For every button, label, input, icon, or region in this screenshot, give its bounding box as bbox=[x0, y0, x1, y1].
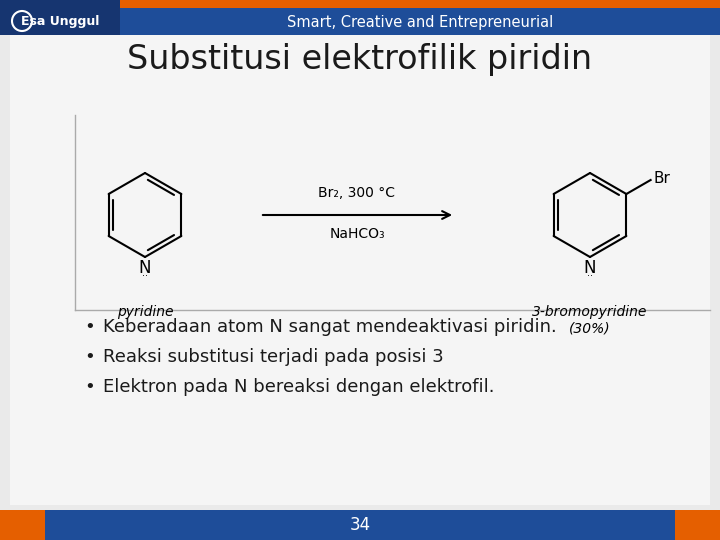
Text: Reaksi substitusi terjadi pada posisi 3: Reaksi substitusi terjadi pada posisi 3 bbox=[103, 348, 444, 366]
Text: Esa Unggul: Esa Unggul bbox=[21, 16, 99, 29]
Text: Smart, Creative and Entrepreneurial: Smart, Creative and Entrepreneurial bbox=[287, 15, 553, 30]
Text: •: • bbox=[85, 318, 95, 336]
Bar bbox=[0, 0, 720, 35]
Text: NaHCO₃: NaHCO₃ bbox=[329, 227, 384, 241]
Text: Substitusi elektrofilik piridin: Substitusi elektrofilik piridin bbox=[127, 44, 593, 77]
Bar bbox=[0, 510, 45, 540]
Text: ··: ·· bbox=[587, 271, 593, 281]
Text: •: • bbox=[85, 348, 95, 366]
Bar bbox=[675, 510, 720, 540]
Text: (30%): (30%) bbox=[570, 321, 611, 335]
Text: Keberadaan atom N sangat mendeaktivasi piridin.: Keberadaan atom N sangat mendeaktivasi p… bbox=[103, 318, 557, 336]
Text: Elektron pada N bereaksi dengan elektrofil.: Elektron pada N bereaksi dengan elektrof… bbox=[103, 378, 495, 396]
Text: 3-bromopyridine: 3-bromopyridine bbox=[532, 305, 648, 319]
Bar bbox=[10, 35, 710, 505]
Bar bbox=[0, 510, 720, 540]
Text: 34: 34 bbox=[349, 516, 371, 534]
Text: Br₂, 300 °C: Br₂, 300 °C bbox=[318, 186, 395, 200]
Text: ··: ·· bbox=[142, 271, 148, 281]
Text: N: N bbox=[139, 259, 151, 277]
Bar bbox=[0, 28, 720, 512]
Text: N: N bbox=[584, 259, 596, 277]
Bar bbox=[0, 0, 120, 35]
Text: pyridine: pyridine bbox=[117, 305, 174, 319]
FancyArrowPatch shape bbox=[263, 211, 450, 219]
Text: •: • bbox=[85, 378, 95, 396]
Bar bbox=[120, 0, 720, 8]
Text: Br: Br bbox=[653, 171, 670, 186]
